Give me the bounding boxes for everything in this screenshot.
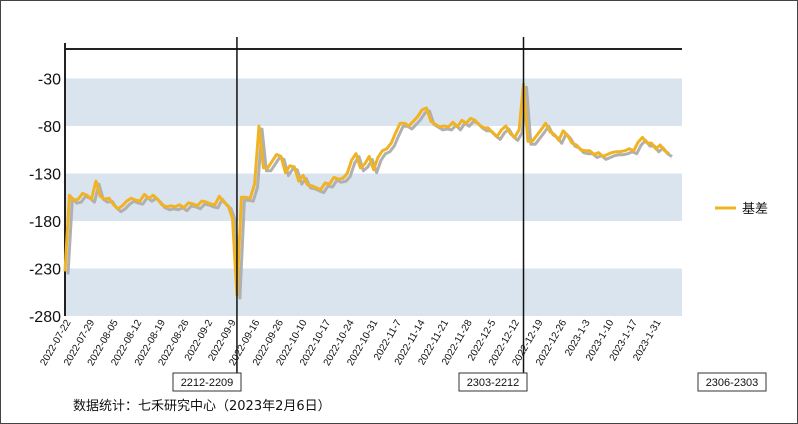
y-tick-label: -230 (29, 262, 61, 279)
y-tick-label: -280 (29, 309, 61, 326)
grid-band (65, 78, 682, 126)
grid-bands (65, 78, 682, 316)
y-tick-label: -130 (29, 167, 61, 184)
contract-marker-box (172, 372, 242, 392)
contract-markers: 2212-2209 2303-2212 2306-2303 (172, 37, 767, 392)
y-tick-label: -80 (38, 119, 61, 136)
legend-label: 基差 (742, 202, 768, 217)
series-lines (63, 82, 670, 297)
series-line-basis (63, 82, 670, 297)
contract-marker-label: 2212-2209 (181, 377, 234, 389)
y-tick-label: -30 (38, 72, 61, 89)
grid-band (65, 268, 682, 316)
y-tick-label: -180 (29, 214, 61, 231)
contract-marker-box (697, 372, 767, 392)
x-axis-ticks: 2022-07-222022-07-292022-08-052022-08-12… (38, 318, 663, 368)
contract-marker-label: 2306-2303 (706, 377, 759, 389)
y-axis-ticks: -30 -80 -130 -180 -230 -280 (29, 72, 61, 327)
contract-marker-label: 2303-2212 (467, 377, 520, 389)
contract-marker-box (458, 372, 528, 392)
legend: 基差 (715, 202, 768, 217)
source-note: 数据统计：七禾研究中心（2023年2月6日） (73, 399, 331, 414)
grid-band (65, 173, 682, 221)
